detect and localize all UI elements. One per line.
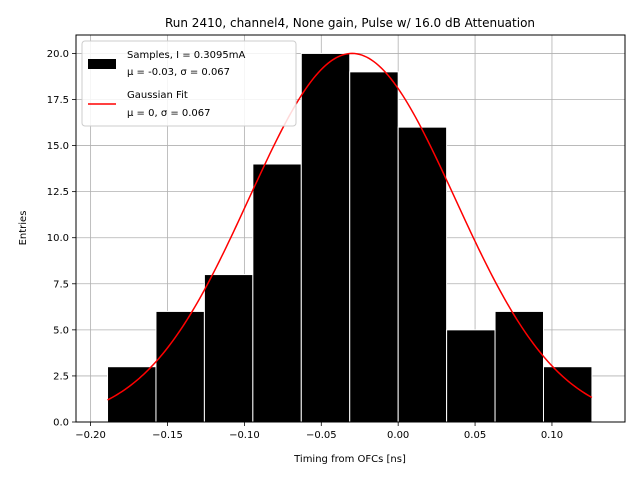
- legend: Samples, I = 0.3095mA μ = -0.03, σ = 0.0…: [81, 40, 297, 127]
- histogram-bar: [542, 366, 593, 423]
- x-tick-label: 0.05: [464, 430, 486, 441]
- gaussian-fit: [107, 52, 593, 401]
- y-tick-label: 20.0: [47, 49, 69, 60]
- axis-ticks: −0.20 −0.15 −0.10 −0.05 0.00 0.05 0.10 0.0 2.5 5.…: [47, 49, 563, 441]
- x-tick-label: 0.10: [541, 430, 563, 441]
- histogram-bar: [494, 310, 544, 423]
- histogram-bar: [300, 52, 351, 423]
- x-tick-label: −0.15: [152, 430, 183, 441]
- y-tick-label: 7.5: [53, 279, 69, 290]
- legend-fit-label: Gaussian Fit: [127, 90, 188, 101]
- histogram-bar: [349, 71, 399, 423]
- y-tick-label: 10.0: [47, 233, 69, 244]
- x-tick-label: −0.10: [229, 430, 260, 441]
- histogram-bar: [203, 274, 254, 423]
- x-tick-label: −0.05: [306, 430, 337, 441]
- legend-fit-stats: μ = 0, σ = 0.067: [127, 108, 211, 119]
- x-tick-label: 0.00: [387, 430, 409, 441]
- legend-samples-stats: μ = -0.03, σ = 0.067: [127, 67, 230, 78]
- fit-curve: [107, 52, 593, 401]
- y-tick-label: 12.5: [47, 187, 69, 198]
- histogram-bar: [155, 310, 205, 423]
- legend-box: [81, 40, 297, 127]
- legend-samples-swatch: [88, 59, 116, 69]
- chart-title: Run 2410, channel4, None gain, Pulse w/ …: [165, 16, 535, 30]
- y-tick-label: 2.5: [53, 371, 69, 382]
- x-tick-label: −0.20: [75, 430, 106, 441]
- histogram-bar: [252, 163, 302, 423]
- y-axis-label: Entries: [18, 211, 29, 246]
- histogram-bar: [446, 329, 496, 423]
- legend-samples-label: Samples, I = 0.3095mA: [127, 50, 245, 61]
- plot-frame: [75, 34, 626, 423]
- y-tick-label: 15.0: [47, 141, 69, 152]
- histogram-bar: [397, 126, 448, 423]
- y-tick-label: 17.5: [47, 95, 69, 106]
- x-axis-label: Timing from OFCs [ns]: [293, 454, 406, 465]
- y-tick-label: 0.0: [53, 418, 69, 429]
- histogram-bar: [107, 366, 157, 423]
- y-tick-label: 5.0: [53, 325, 69, 336]
